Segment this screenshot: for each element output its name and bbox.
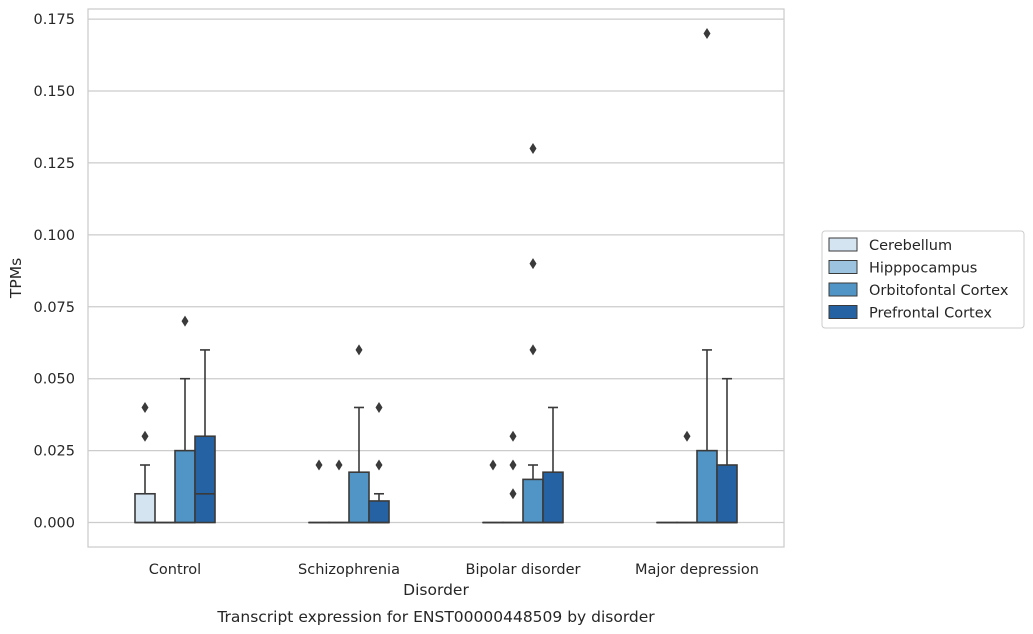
box-orbitofontal-cortex: [522, 143, 544, 524]
y-axis-ticks: 0.000 0.025 0.050 0.075 0.100 0.125 0.150 0.175: [33, 12, 75, 531]
outlier-point: [355, 344, 363, 356]
box-cerebellum: [308, 459, 330, 524]
box-prefrontal-cortex: [194, 349, 216, 524]
legend-label: Cerebellum: [869, 238, 952, 254]
box-body: [134, 492, 156, 524]
y-tick-label: 0.125: [33, 156, 75, 172]
outlier-point: [703, 27, 711, 39]
legend-frame: [821, 230, 1025, 329]
plot-frame: [87, 8, 785, 548]
box-cerebellum: [482, 459, 504, 524]
outlier-point: [529, 258, 537, 270]
outlier-point: [509, 430, 517, 442]
box-body: [174, 449, 196, 524]
chart-caption: Transcript expression for ENST0000044850…: [216, 608, 655, 626]
x-tick-label: Bipolar disorder: [466, 562, 581, 578]
outlier-point: [529, 143, 537, 155]
box-prefrontal-cortex: [716, 377, 738, 524]
box-prefrontal-cortex: [542, 406, 564, 524]
legend-swatch: [828, 237, 858, 252]
box-orbitofontal-cortex: [348, 344, 370, 524]
x-axis-label: Disorder: [403, 581, 469, 599]
box-orbitofontal-cortex: [174, 315, 196, 524]
y-tick-label: 0.025: [33, 444, 75, 460]
outlier-point: [141, 430, 149, 442]
box-cerebellum: [134, 401, 156, 524]
y-axis-label: TPMs: [7, 258, 25, 299]
outlier-point: [335, 459, 343, 471]
outlier-point: [529, 344, 537, 356]
legend-swatch: [828, 260, 858, 274]
outlier-point: [489, 459, 497, 471]
y-tick-label: 0.075: [33, 300, 75, 316]
x-tick-label: Schizophrenia: [298, 562, 400, 578]
x-tick-label: Major depression: [635, 562, 759, 578]
box-body: [716, 464, 738, 524]
outlier-point: [141, 401, 149, 413]
legend-label: Hipppocampus: [869, 261, 977, 277]
box-hipppocampus: [502, 430, 524, 524]
legend-label: Orbitofontal Cortex: [869, 283, 1009, 299]
y-tick-label: 0.175: [33, 12, 75, 28]
outlier-point: [315, 459, 323, 471]
outlier-point: [181, 315, 189, 327]
box-body: [194, 435, 216, 524]
legend-swatch: [828, 282, 858, 297]
boxes: [134, 27, 738, 524]
box-body: [542, 471, 564, 524]
y-tick-label: 0.150: [33, 84, 75, 100]
box-body: [696, 449, 718, 524]
outlier-point: [683, 430, 691, 442]
box-body: [348, 471, 370, 524]
x-tick-label: Control: [149, 562, 201, 578]
box-body: [522, 478, 544, 524]
legend: Cerebellum Hipppocampus Orbitofontal Corte…: [821, 230, 1025, 329]
legend-swatch: [828, 305, 858, 319]
outlier-point: [375, 401, 383, 413]
outlier-point: [375, 459, 383, 471]
box-orbitofontal-cortex: [696, 27, 718, 524]
outlier-point: [509, 459, 517, 471]
box-body: [368, 500, 390, 524]
y-tick-label: 0.100: [33, 228, 75, 244]
box-hipppocampus: [328, 459, 350, 524]
y-tick-label: 0.000: [33, 516, 75, 532]
outlier-point: [509, 488, 517, 500]
legend-label: Prefrontal Cortex: [869, 306, 992, 322]
gridlines: [88, 18, 784, 524]
box-prefrontal-cortex: [368, 401, 390, 524]
x-axis-ticks: Control Schizophrenia Bipolar disorder Majo…: [149, 562, 759, 578]
box-hipppocampus: [676, 430, 698, 524]
y-tick-label: 0.050: [33, 372, 75, 388]
